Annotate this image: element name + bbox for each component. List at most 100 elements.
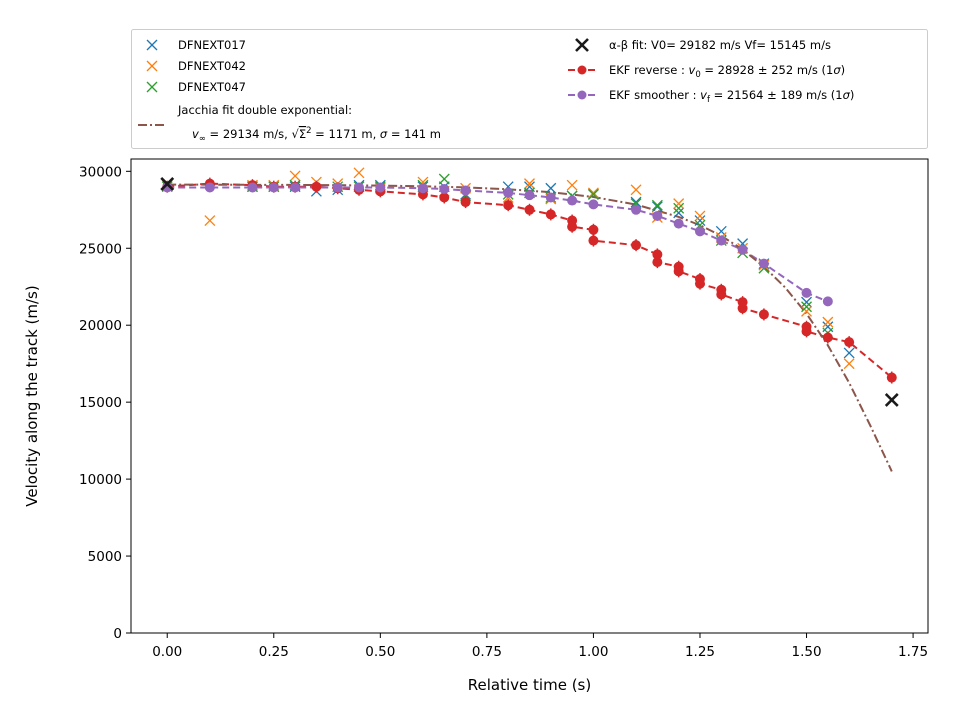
alpha-beta-fit-point-stroke-b: [160, 176, 175, 191]
ekf-smoother-point: [652, 210, 663, 221]
x-tick-label: 1.50: [792, 644, 822, 660]
point-dfnext017-stroke-b: [545, 182, 557, 194]
ekf-reverse-point: [524, 204, 535, 215]
point-dfnext042-stroke-b: [630, 184, 642, 196]
point-dfnext042-stroke-b: [673, 198, 685, 210]
point-dfnext042: [289, 170, 301, 182]
ekf-smoother-v-symbol: v: [700, 88, 707, 102]
series-layer: [160, 167, 899, 472]
ekf-smoother-subscript: f: [707, 95, 711, 105]
ekf-reverse-point: [460, 197, 471, 208]
point-dfnext042: [630, 184, 642, 196]
point-dfnext017: [651, 201, 663, 213]
point-dfnext017: [545, 182, 557, 194]
jacchia-v-symbol: v: [192, 127, 199, 141]
legend-label-dfnext017: DFNEXT017: [178, 38, 246, 52]
point-dfnext017: [843, 347, 855, 359]
legend-entry-dfnext047: DFNEXT047: [146, 80, 246, 94]
x-tick-label: 0.75: [472, 644, 502, 660]
point-dfnext017-stroke-b: [630, 196, 642, 208]
x-tick-label: 1.00: [578, 644, 608, 660]
ekf-smoother-point: [375, 182, 386, 193]
legend-x-alpha-beta-fit-stroke-b: [575, 38, 589, 52]
ekf-smoother-point: [737, 244, 748, 255]
y-axis: 0 5000 10000 15000 20000 25000 30000: [79, 164, 131, 642]
legend-entry-dfnext017: DFNEXT017: [146, 38, 246, 52]
x-tick-label: 0.00: [152, 644, 182, 660]
y-tick-label: 20000: [79, 318, 122, 334]
ekf-smoother-point: [439, 184, 450, 195]
x-tick-label: 1.75: [898, 644, 928, 660]
point-dfnext047-stroke-b: [587, 188, 599, 200]
point-dfnext047-stroke-b: [801, 301, 812, 313]
point-dfnext042: [843, 358, 855, 370]
legend-x-dfnext042: [146, 60, 158, 72]
plot-frame: [130, 158, 929, 634]
alpha-beta-fit-point: [160, 176, 175, 191]
legend-entry-ekf-reverse: EKF reverse : v0 = 28928 ± 252 m/s (1σ): [568, 63, 845, 80]
ekf-reverse-point: [673, 266, 684, 277]
ekf-smoother-point: [460, 185, 471, 196]
point-dfnext042-stroke-b: [694, 210, 706, 222]
legend-label-alpha-beta-fit: α-β fit: V0= 29182 m/s Vf= 15145 m/s: [609, 38, 831, 52]
point-dfnext017-stroke-b: [801, 296, 812, 308]
ekf-smoother-point: [567, 195, 578, 206]
point-dfnext042: [801, 305, 812, 317]
y-tick-label: 0: [113, 626, 122, 642]
legend-entry-alpha-beta-fit: α-β fit: V0= 29182 m/s Vf= 15145 m/s: [575, 38, 831, 52]
alpha-beta-fit-point-stroke-b: [884, 393, 899, 407]
legend: DFNEXT017 DFNEXT042 DFNEXT047 Jacchia fi…: [131, 29, 928, 149]
point-dfnext042: [566, 179, 578, 191]
ekf-smoother-point: [354, 182, 365, 193]
ekf-reverse-point: [311, 181, 322, 192]
y-tick-label: 25000: [79, 241, 122, 257]
ekf-smoother-point: [631, 204, 642, 215]
plot-area: [131, 159, 928, 633]
point-dfnext042-stroke-b: [204, 215, 216, 227]
legend-entry-ekf-smoother: EKF smoother : vf = 21564 ± 189 m/s (1σ): [568, 88, 854, 105]
legend-entry-dfnext042: DFNEXT042: [146, 59, 246, 73]
ekf-smoother-point: [524, 190, 535, 201]
point-dfnext017: [673, 207, 685, 219]
legend-x-dfnext042-stroke-b: [146, 60, 158, 72]
ekf-reverse-point: [822, 332, 833, 343]
jacchia-vinf-value: = 29134 m/s,: [206, 127, 292, 141]
ekf-reverse-point: [567, 221, 578, 232]
ekf-smoother-point: [268, 182, 279, 193]
point-dfnext042-stroke-b: [524, 178, 535, 190]
ekf-reverse-point: [716, 289, 727, 300]
point-dfnext017: [694, 215, 706, 227]
legend-label-ekf-reverse: EKF reverse : v0 = 28928 ± 252 m/s (1σ): [609, 63, 845, 80]
legend-marker-dfnext017: [146, 39, 158, 51]
legend-x-dfnext047: [146, 81, 158, 93]
jacchia-sigma-symbol: Σ: [299, 127, 306, 141]
point-dfnext047-stroke-b: [651, 199, 663, 211]
point-dfnext047-stroke-b: [673, 202, 685, 214]
point-dfnext042-stroke-b: [353, 167, 365, 179]
ekf-reverse-point: [588, 235, 599, 246]
legend-frame: [131, 29, 928, 149]
ekf-reverse-label-main: EKF reverse :: [609, 63, 689, 77]
point-dfnext017-stroke-b: [843, 347, 855, 359]
ekf-smoother-point: [588, 199, 599, 210]
jacchia-sigma-superscript: 2: [306, 126, 311, 136]
point-dfnext042-stroke-b: [566, 179, 578, 191]
legend-marker-alpha-beta-fit: [575, 38, 589, 52]
point-dfnext017: [630, 196, 642, 208]
ekf-reverse-sigma: σ: [833, 63, 841, 77]
x-axis-label: Relative time (s): [468, 676, 591, 694]
ekf-smoother-points: [162, 182, 833, 307]
jacchia-fit-line: [167, 183, 893, 472]
ekf-reverse-subscript: 0: [695, 70, 700, 80]
legend-entry-jacchia-fit: Jacchia fit double exponential: v∞ = 291…: [138, 103, 441, 144]
point-dfnext042-stroke-b: [843, 358, 855, 370]
ekf-smoother-point: [545, 192, 556, 203]
ekf-smoother-point: [716, 235, 727, 246]
ekf-reverse-point: [439, 192, 450, 203]
point-dfnext042: [822, 316, 834, 328]
ekf-reverse-close: ): [841, 63, 846, 77]
ekf-smoother-close: ): [850, 88, 855, 102]
ekf-reverse-point: [694, 278, 705, 289]
jacchia-sqrt-symbol: √: [291, 127, 299, 141]
